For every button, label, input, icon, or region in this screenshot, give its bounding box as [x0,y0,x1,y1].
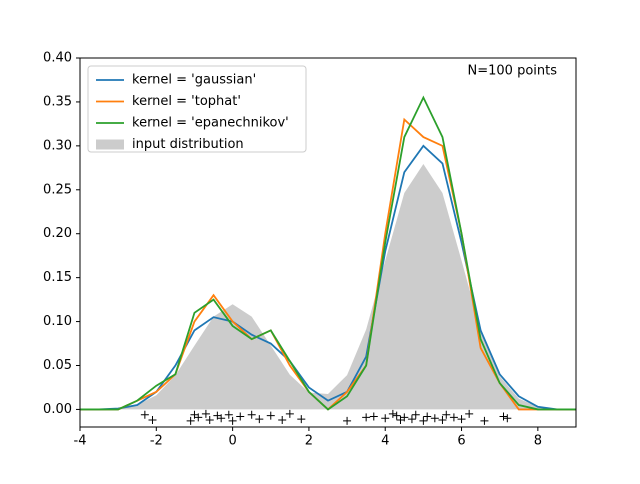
legend-label: kernel = 'gaussian' [132,73,256,88]
legend-box [87,65,307,153]
x-tick-label: 4 [381,434,389,449]
rug-point [186,416,195,425]
rug-point [148,415,157,424]
y-tick-label: 0.10 [43,314,72,329]
y-tick-label: 0.20 [43,226,72,241]
legend-swatch [96,139,124,150]
rug-point [285,409,294,418]
rug-point [217,414,226,423]
x-tick-label: 6 [457,434,465,449]
rug-point [430,414,439,423]
rug-point [369,412,378,421]
x-tick-label: -2 [150,434,163,449]
area [80,164,576,410]
rug-point [503,414,512,423]
annotation: N=100 points [468,64,558,79]
rug-point [442,410,451,419]
line [80,95,576,411]
rug-point [388,409,397,418]
plot-area [80,95,576,425]
y-tick-label: 0.30 [43,138,72,153]
rug-point [228,416,237,425]
rug-point [419,416,428,425]
rug-point [407,415,416,424]
legend-label: kernel = 'epanechnikov' [132,116,289,131]
line [80,144,576,411]
rug-point [392,411,401,420]
y-tick-label: 0.35 [43,94,72,109]
y-tick-label: 0.25 [43,182,72,197]
x-tick-label: 2 [305,434,313,449]
rug-point [140,410,149,419]
rug-point [411,410,420,419]
rug-point [381,414,390,423]
line [80,117,576,411]
x-tick-label: 8 [534,434,542,449]
legend-label: kernel = 'tophat' [132,94,241,109]
rug-point [297,415,306,424]
rug-point [236,412,245,421]
rug-point [194,413,203,422]
rug-point [205,415,214,424]
rug-point [201,409,210,418]
y-tick-label: 0.00 [43,402,72,417]
axes-frame [79,57,577,428]
rug-point [224,410,233,419]
rug-point [449,413,458,422]
rug-point [457,415,466,424]
rug-point [465,409,474,418]
rug-point [400,413,409,422]
rug-point [480,416,489,425]
x-tick-label: 0 [228,434,236,449]
rug-point [266,411,275,420]
y-tick-label: 0.40 [43,51,72,66]
rug-point [278,415,287,424]
rug-point [343,416,352,425]
rug-point [423,412,432,421]
rug-point [362,413,371,422]
y-tick-label: 0.05 [43,358,72,373]
rug-point [255,415,264,424]
legend-label: input distribution [132,137,244,152]
legend: kernel = 'gaussian' kernel = 'tophat' kern… [87,65,307,153]
y-tick-label: 0.15 [43,270,72,285]
x-tick-label: -4 [74,434,87,449]
rug-point [247,410,256,419]
rug-point [438,415,447,424]
rug-point [499,412,508,421]
